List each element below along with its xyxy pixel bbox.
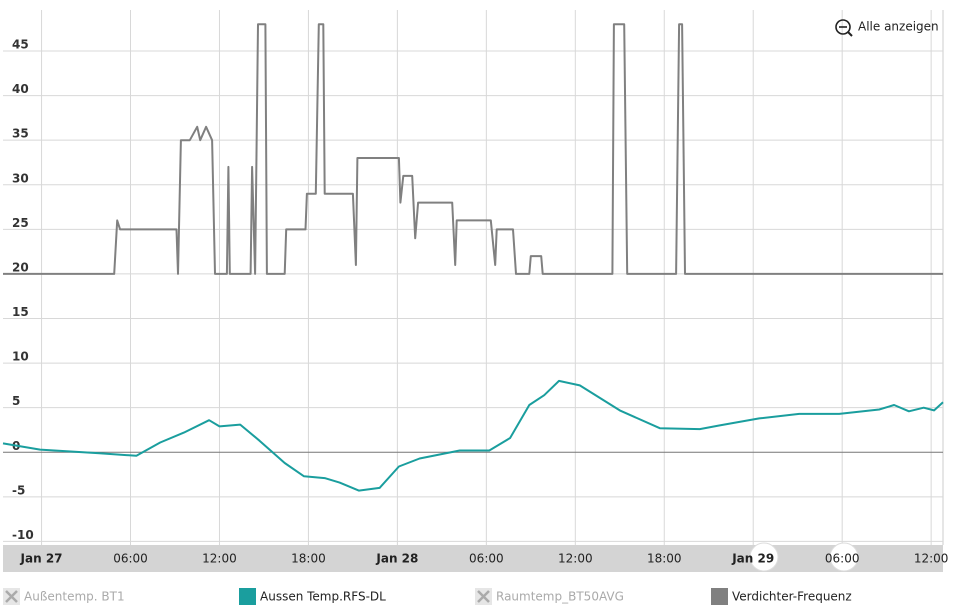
legend-swatch [711,588,728,605]
x-tick-label: 12:00 [202,552,237,566]
x-tick-label: Jan 27 [20,552,63,566]
legend-item[interactable]: Aussen Temp.RFS-DL [239,588,386,605]
x-tick-label: 18:00 [291,552,326,566]
x-tick-label: 06:00 [825,552,860,566]
range-handle[interactable] [749,542,779,572]
x-tick-label: 06:00 [469,552,504,566]
y-tick-label: 15 [12,305,29,319]
y-tick-label: -5 [12,483,25,497]
range-handle[interactable] [829,542,859,572]
legend-label: Verdichter-Frequenz [732,590,852,604]
legend-item[interactable]: Raumtemp_BT50AVG [475,588,624,605]
x-tick-label: 12:00 [558,552,593,566]
legend-item[interactable]: Außentemp. BT1 [3,588,125,605]
y-tick-label: 40 [12,82,29,96]
x-tick-label: Jan 29 [731,552,774,566]
y-tick-label: 30 [12,171,29,185]
series-line [3,23,943,275]
x-tick-label: 06:00 [113,552,148,566]
y-tick-label: 35 [12,127,29,141]
x-tick-label: 12:00 [914,552,949,566]
y-tick-label: -10 [12,528,34,542]
legend-cross [5,590,18,603]
zoom-label[interactable]: Alle anzeigen [858,20,939,34]
x-tick-label: 18:00 [647,552,682,566]
legend-cross [477,590,490,603]
zoom-icon [835,19,851,35]
zoom-icon [847,31,853,37]
y-tick-label: 25 [12,216,29,230]
x-tick-label: Jan 28 [375,552,418,566]
legend-label: Außentemp. BT1 [24,590,125,604]
legend-swatch [239,588,256,605]
x-axis-band [3,545,943,572]
y-tick-label: 20 [12,260,29,274]
y-tick-label: 10 [12,350,29,364]
y-tick-label: 45 [12,38,29,52]
legend-item[interactable]: Verdichter-Frequenz [711,588,852,605]
zoom-button[interactable]: Alle anzeigen [835,19,939,37]
series-line [2,379,944,492]
legend-label: Raumtemp_BT50AVG [496,590,624,604]
y-tick-label: 5 [12,394,20,408]
legend-label: Aussen Temp.RFS-DL [260,590,386,604]
